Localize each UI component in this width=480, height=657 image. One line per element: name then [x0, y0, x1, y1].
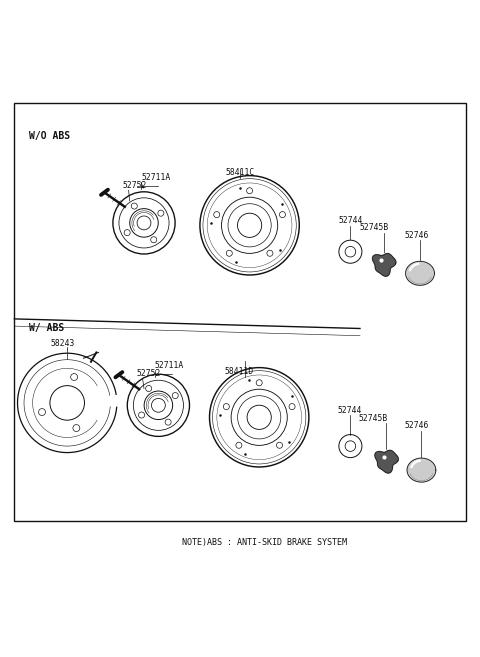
Text: 58411C: 58411C — [226, 168, 255, 177]
Text: W/ ABS: W/ ABS — [29, 323, 64, 333]
Text: 52746: 52746 — [404, 231, 429, 240]
Polygon shape — [375, 450, 398, 473]
Bar — [14, 103, 466, 520]
Polygon shape — [372, 254, 396, 276]
Text: NOTE)ABS : ANTI-SKID BRAKE SYSTEM: NOTE)ABS : ANTI-SKID BRAKE SYSTEM — [181, 537, 347, 547]
Text: W/O ABS: W/O ABS — [29, 131, 70, 141]
Text: 52752: 52752 — [122, 181, 147, 191]
Text: 52746: 52746 — [405, 421, 429, 430]
Text: 52744: 52744 — [338, 216, 363, 225]
Text: 52745B: 52745B — [359, 223, 388, 233]
Text: 58411D: 58411D — [225, 367, 254, 376]
Text: 52752: 52752 — [136, 369, 161, 378]
Text: 58243: 58243 — [50, 339, 75, 348]
Polygon shape — [406, 261, 434, 285]
Text: 52711A: 52711A — [155, 361, 184, 370]
Polygon shape — [407, 458, 436, 482]
Text: 52711A: 52711A — [142, 173, 171, 181]
Text: 52745B: 52745B — [359, 413, 388, 422]
Text: 52744: 52744 — [338, 406, 362, 415]
